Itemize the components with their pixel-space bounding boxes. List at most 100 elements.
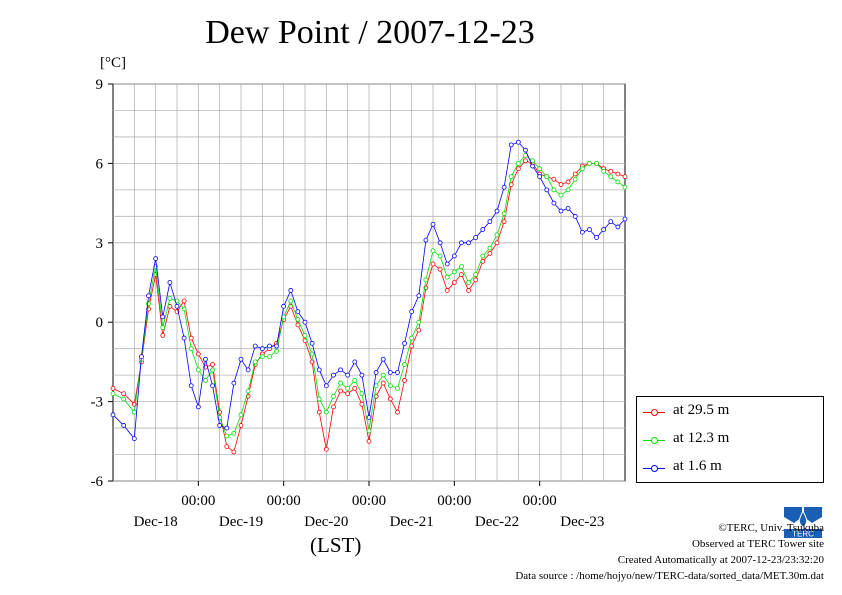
data-point xyxy=(323,383,329,389)
data-point xyxy=(331,393,336,399)
data-point xyxy=(608,174,614,180)
data-point xyxy=(121,423,127,428)
data-point xyxy=(352,385,358,391)
data-point xyxy=(274,348,279,354)
data-point xyxy=(387,396,393,402)
data-point xyxy=(587,227,592,232)
data-point xyxy=(416,319,422,325)
data-point xyxy=(380,356,386,362)
data-point xyxy=(316,409,322,415)
data-point xyxy=(288,298,294,304)
data-point xyxy=(359,391,365,397)
data-point xyxy=(430,221,436,227)
data-point xyxy=(259,346,265,352)
data-point xyxy=(110,412,116,418)
data-point xyxy=(579,229,585,235)
data-point xyxy=(203,356,208,362)
data-point xyxy=(323,446,329,452)
data-point xyxy=(565,205,571,211)
data-point xyxy=(259,354,265,360)
data-point xyxy=(615,224,621,230)
data-point xyxy=(387,370,393,375)
data-point xyxy=(579,166,585,172)
data-point xyxy=(487,245,493,251)
data-point xyxy=(451,253,457,259)
data-point xyxy=(487,250,493,256)
chart-title: Dew Point / 2007-12-23 xyxy=(205,14,535,51)
data-point xyxy=(473,277,479,283)
data-point xyxy=(210,362,215,367)
y-axis-unit: [°C] xyxy=(100,55,126,71)
data-point xyxy=(558,208,564,214)
data-point xyxy=(366,438,372,444)
data-point xyxy=(437,253,443,259)
data-point xyxy=(416,327,422,333)
data-point xyxy=(203,378,208,383)
data-point xyxy=(572,171,578,177)
data-point xyxy=(551,187,557,193)
data-point xyxy=(551,200,557,206)
series-1 xyxy=(110,153,628,439)
data-point xyxy=(224,425,230,431)
x-tick-time-label: 00:00 xyxy=(267,493,301,509)
data-point xyxy=(181,298,187,304)
data-point xyxy=(515,139,521,145)
data-point xyxy=(338,380,343,386)
data-point xyxy=(622,184,628,190)
data-point xyxy=(295,309,301,315)
data-point xyxy=(345,391,351,397)
data-point xyxy=(501,211,507,217)
data-point xyxy=(402,378,407,383)
data-point xyxy=(146,293,151,299)
data-point xyxy=(423,237,429,243)
y-tick-label: 0 xyxy=(96,315,104,331)
data-point xyxy=(430,261,436,267)
data-point xyxy=(515,166,521,172)
data-point xyxy=(387,383,393,389)
series-2 xyxy=(110,139,628,442)
data-point xyxy=(267,354,272,360)
data-point xyxy=(195,367,201,373)
x-tick-time-label: 00:00 xyxy=(437,493,471,509)
data-point xyxy=(622,216,628,222)
legend-marker-icon xyxy=(651,409,658,416)
data-point xyxy=(195,404,201,410)
data-point xyxy=(416,293,422,299)
data-point xyxy=(594,160,599,166)
data-point xyxy=(544,174,550,180)
data-point xyxy=(515,160,521,166)
data-point xyxy=(622,174,628,180)
data-point xyxy=(487,219,493,225)
credits: ©TERC, Univ. Tsukuba Observed at TERC To… xyxy=(515,520,824,584)
data-point xyxy=(224,444,230,449)
data-point xyxy=(188,346,194,352)
data-point xyxy=(366,428,372,434)
data-point xyxy=(302,333,308,338)
legend-marker-icon xyxy=(651,465,658,472)
data-point xyxy=(316,367,322,373)
data-point xyxy=(501,219,507,225)
data-point xyxy=(594,235,599,240)
data-point xyxy=(160,333,166,338)
data-point xyxy=(245,388,251,394)
x-date-label: Dec-21 xyxy=(390,514,434,530)
x-date-label: Dec-23 xyxy=(560,514,604,530)
data-point xyxy=(565,179,571,185)
data-point xyxy=(373,370,379,375)
data-point xyxy=(167,280,173,285)
x-date-label: Dec-19 xyxy=(219,514,263,530)
data-point xyxy=(302,319,308,325)
x-tick-time-label: 00:00 xyxy=(181,493,215,509)
observed-text: Observed at TERC Tower site xyxy=(691,538,824,550)
data-point xyxy=(274,343,279,349)
legend-label: at 12.3 m xyxy=(673,430,730,446)
data-point xyxy=(281,303,287,309)
data-point xyxy=(323,409,329,415)
data-point xyxy=(601,227,607,232)
data-point xyxy=(558,182,564,187)
data-point xyxy=(544,187,550,193)
data-point xyxy=(231,380,237,386)
legend-label: at 1.6 m xyxy=(673,458,722,474)
data-point xyxy=(508,174,514,180)
data-point xyxy=(231,430,237,436)
